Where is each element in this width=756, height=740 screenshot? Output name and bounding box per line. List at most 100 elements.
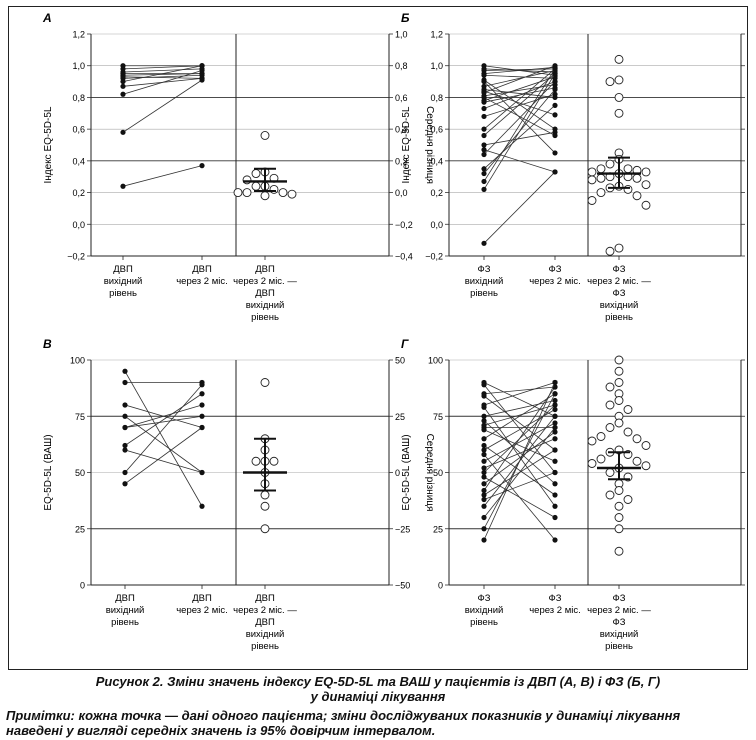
x-tick-label-d: ФЗ <box>613 593 626 604</box>
baseline-point-b <box>481 178 487 185</box>
followup-point-b <box>552 71 558 77</box>
followup-point-c <box>199 382 205 388</box>
x-tick-label-a: ДВП <box>255 264 275 275</box>
y-tick-label-a: −0,2 <box>67 252 85 262</box>
patient-line-b <box>483 81 556 154</box>
followup-point-d <box>552 406 558 413</box>
difference-point-b <box>587 167 597 177</box>
baseline-point-b <box>481 147 487 153</box>
baseline-point-d <box>481 496 487 503</box>
y-tick-label-a: 0,8 <box>72 93 85 103</box>
followup-point-d <box>552 458 558 464</box>
followup-point-b <box>552 91 558 97</box>
baseline-point-b <box>481 240 487 246</box>
patient-line-a <box>122 76 203 79</box>
baseline-point-a <box>120 78 126 85</box>
difference-point-b <box>587 175 597 185</box>
followup-point-b <box>552 66 558 72</box>
baseline-point-b <box>481 166 487 172</box>
figure-caption: Рисунок 2. Зміни значень індексу EQ-5D-5… <box>0 674 756 704</box>
followup-point-d <box>552 436 558 442</box>
x-tick-label-c: вихідний <box>106 605 145 616</box>
difference-point-b <box>632 173 642 183</box>
patient-line-b <box>483 73 556 136</box>
x-tick-label-a: через 2 міс. — <box>233 276 297 287</box>
baseline-point-b <box>481 126 487 132</box>
difference-point-a <box>233 188 243 198</box>
y2-axis-title-a: Середня різниця <box>424 106 435 184</box>
difference-point-a <box>269 184 279 194</box>
difference-point-d <box>596 454 606 464</box>
difference-point-c <box>269 456 279 466</box>
baseline-point-d <box>481 458 487 464</box>
followup-point-d <box>552 503 558 509</box>
patient-line-d <box>483 431 556 485</box>
difference-point-b <box>632 191 642 201</box>
baseline-point-d <box>481 514 487 521</box>
difference-point-a <box>251 181 261 191</box>
difference-point-d <box>641 461 651 471</box>
baseline-point-d <box>481 436 487 442</box>
patient-line-d <box>483 445 556 496</box>
difference-point-b <box>596 173 606 183</box>
difference-point-c <box>260 378 270 387</box>
y-axis-title-c: EQ-5D-5L (ВАШ) <box>43 434 54 510</box>
y2-tick-label-c: 0 <box>395 468 400 478</box>
followup-point-b <box>552 169 558 175</box>
difference-point-c <box>260 490 270 500</box>
patient-line-b <box>483 81 556 155</box>
difference-point-c <box>251 456 261 466</box>
baseline-point-b <box>481 105 487 112</box>
followup-point-a <box>199 77 205 83</box>
difference-point-d <box>587 459 597 468</box>
baseline-point-c <box>122 413 128 419</box>
difference-point-b <box>614 108 624 118</box>
followup-point-c <box>199 413 205 419</box>
difference-point-d <box>614 486 624 495</box>
baseline-point-c <box>122 481 128 487</box>
followup-point-d <box>552 469 558 476</box>
followup-point-a <box>199 163 205 169</box>
difference-point-b <box>641 180 651 190</box>
baseline-point-d <box>481 418 487 424</box>
patient-line-d <box>483 393 556 440</box>
difference-point-d <box>632 434 642 444</box>
x-tick-label-c: ДВП <box>192 593 212 604</box>
figure-svg: А 1,2 1,0 0,8 0,6 0,4 0,2 0,0 −0,2 1,0 0,8 0,6 0,4 0,… <box>42 11 745 652</box>
followup-point-b <box>552 129 558 135</box>
baseline-point-c <box>122 447 128 453</box>
difference-point-b <box>614 92 624 102</box>
patient-line-c <box>124 371 203 507</box>
difference-point-b <box>605 77 615 87</box>
x-tick-label-b: рівень <box>605 312 633 323</box>
figure-panel: А 1,2 1,0 0,8 0,6 0,4 0,2 0,0 −0,2 1,0 0,8 0,6 0,4 0,… <box>8 6 748 670</box>
y-tick-label-a: 1,2 <box>72 30 85 40</box>
patient-line-a <box>122 73 203 76</box>
y-tick-label-d: 100 <box>428 356 443 366</box>
followup-point-c <box>199 469 205 476</box>
y-tick-label-a: 1,0 <box>72 61 85 71</box>
panel-label-b: Б <box>401 11 410 25</box>
panel-label-d: Г <box>401 337 409 351</box>
followup-point-d <box>552 537 558 543</box>
y-tick-label-d: 75 <box>433 412 443 422</box>
x-tick-label-d: ФЗ <box>478 593 491 604</box>
difference-point-b <box>623 164 633 174</box>
baseline-point-a <box>120 91 126 97</box>
difference-point-b <box>614 243 624 253</box>
followup-point-d <box>552 413 558 419</box>
baseline-point-c <box>122 368 128 374</box>
baseline-point-a <box>120 83 126 89</box>
x-tick-label-d: через 2 міс. — <box>587 605 651 616</box>
patient-line-d <box>483 429 556 462</box>
difference-point-a <box>287 189 297 199</box>
x-tick-label-a: рівень <box>109 288 137 299</box>
patient-line-b <box>483 149 556 173</box>
x-tick-label-d: через 2 міс. <box>529 605 581 616</box>
followup-point-b <box>552 150 558 156</box>
patient-line-b <box>483 68 556 130</box>
y2-tick-label-a: 0,0 <box>395 188 408 198</box>
y2-tick-label-a: 0,4 <box>395 125 408 135</box>
patient-line-b <box>483 70 556 87</box>
baseline-point-c <box>122 442 128 449</box>
